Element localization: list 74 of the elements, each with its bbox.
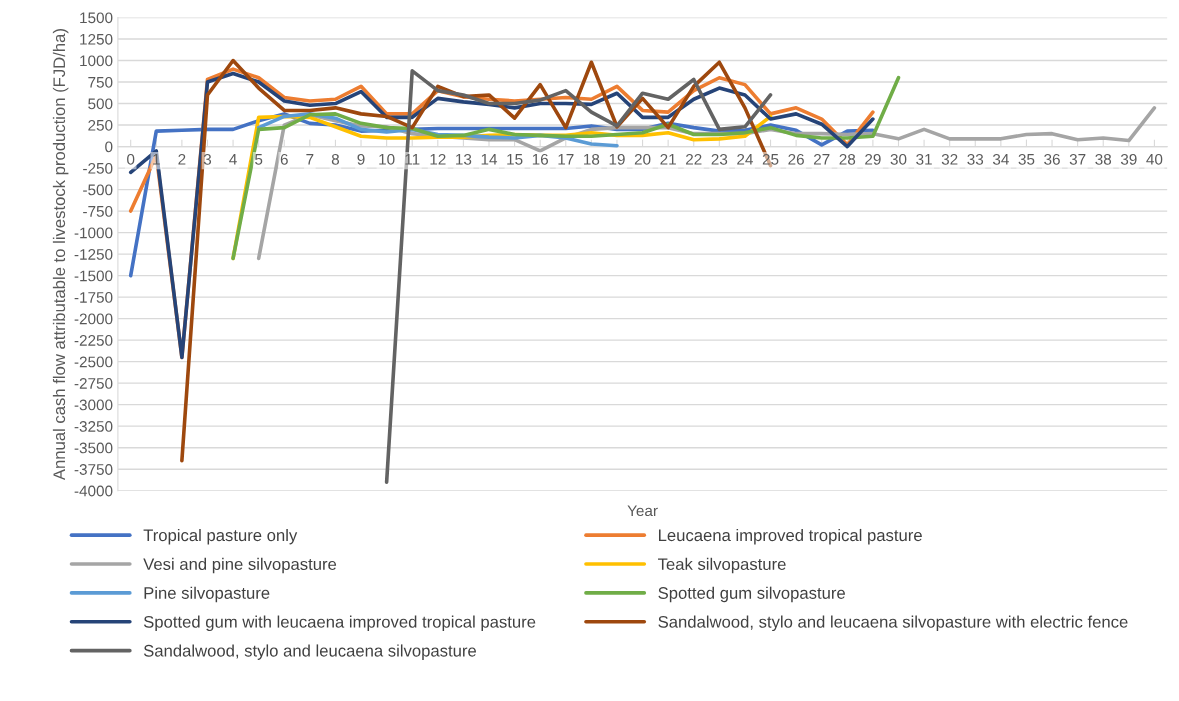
x-tick-label: 10 xyxy=(379,153,395,165)
x-tick-label: 33 xyxy=(967,153,984,165)
y-tick-label: -4000 xyxy=(74,485,113,497)
x-tick-label: 24 xyxy=(737,153,753,165)
x-tick-label: 39 xyxy=(1120,153,1137,165)
x-tick-label: 34 xyxy=(992,153,1009,165)
y-tick-label: -1250 xyxy=(74,248,113,260)
x-tick-label: 15 xyxy=(507,154,523,165)
x-tick-label: 35 xyxy=(1018,153,1035,165)
x-tick-label: 3 xyxy=(203,153,212,165)
y-tick-label: -3500 xyxy=(74,442,113,454)
y-tick-label: -3250 xyxy=(74,421,113,432)
x-tick-label: 5 xyxy=(255,154,263,165)
y-tick-label: -750 xyxy=(83,205,113,217)
x-tick-label: 4 xyxy=(229,154,237,165)
y-tick-label: -1750 xyxy=(74,292,113,303)
x-tick-label: 12 xyxy=(430,153,446,165)
x-tick-label: 1 xyxy=(153,154,160,165)
y-tick-label: 1500 xyxy=(80,12,113,24)
x-tick-label: 28 xyxy=(839,153,856,165)
x-tick-label: 13 xyxy=(456,153,472,165)
y-tick-label: -1000 xyxy=(74,227,113,239)
x-tick-label: 14 xyxy=(481,154,498,165)
legend-label: Leucaena improved tropical pasture xyxy=(659,528,922,545)
legend-label: Tropical pasture only xyxy=(143,528,298,545)
x-tick-label: 22 xyxy=(686,153,702,165)
x-tick-label: 17 xyxy=(558,154,574,165)
x-tick-label: 30 xyxy=(890,153,907,165)
legend-label: Sandalwood, stylo and leucaena silvopasture with electric fence xyxy=(658,615,1128,632)
x-tick-label: 37 xyxy=(1069,153,1086,165)
x-tick-label: 9 xyxy=(357,153,365,165)
x-tick-label: 21 xyxy=(660,153,676,165)
x-tick-label: 11 xyxy=(405,154,420,165)
x-tick-label: 32 xyxy=(941,153,958,165)
x-tick-label: 0 xyxy=(127,153,135,165)
legend-label: Sandalwood, stylo and leucaena silvopasture xyxy=(143,644,476,660)
x-tick-label: 7 xyxy=(306,154,314,165)
y-tick-label: -2000 xyxy=(74,313,113,325)
y-tick-label: -3750 xyxy=(74,464,113,475)
x-tick-label: 19 xyxy=(609,153,625,165)
legend-label: Teak silvopasture xyxy=(658,557,786,574)
x-tick-label: 16 xyxy=(532,153,549,165)
legend-label: Spotted gum silvopasture xyxy=(658,586,845,603)
y-tick-label: -500 xyxy=(83,184,113,196)
y-tick-label: 1000 xyxy=(80,55,113,67)
y-tick-label: 0 xyxy=(105,141,113,153)
x-tick-label: 18 xyxy=(584,153,600,165)
x-tick-label: 36 xyxy=(1044,153,1060,165)
x-tick-label: 40 xyxy=(1146,153,1163,165)
x-tick-label: 23 xyxy=(711,153,728,165)
y-tick-label: -1500 xyxy=(74,270,113,282)
x-tick-label: 31 xyxy=(916,153,932,165)
y-tick-label: 750 xyxy=(88,76,113,88)
legend-label: Pine silvopasture xyxy=(144,586,270,603)
x-tick-label: 27 xyxy=(813,153,830,165)
y-tick-label: -250 xyxy=(83,162,113,174)
x-tick-label: 29 xyxy=(865,153,881,165)
x-tick-label: 38 xyxy=(1095,153,1112,165)
x-tick-label: 20 xyxy=(634,153,651,165)
y-tick-label: 500 xyxy=(88,98,113,110)
x-tick-label: 8 xyxy=(331,153,340,165)
y-tick-label: 1250 xyxy=(80,33,113,45)
legend-label: Spotted gum with leucaena improved tropical pasture xyxy=(143,615,536,632)
x-tick-label: 2 xyxy=(178,153,186,165)
y-axis-title: Annual cash flow attributable to livestock production (FJD/ha) xyxy=(52,29,69,481)
x-axis-title: Year xyxy=(627,505,658,517)
x-tick-label: 26 xyxy=(788,153,804,165)
x-tick-label: 6 xyxy=(280,153,288,165)
y-tick-label: -2250 xyxy=(74,335,113,346)
y-tick-label: -2750 xyxy=(74,378,113,389)
y-tick-label: -2500 xyxy=(74,356,113,368)
y-tick-label: 250 xyxy=(88,119,113,131)
y-tick-label: -3000 xyxy=(74,399,113,411)
legend-label: Vesi and pine silvopasture xyxy=(143,557,337,574)
